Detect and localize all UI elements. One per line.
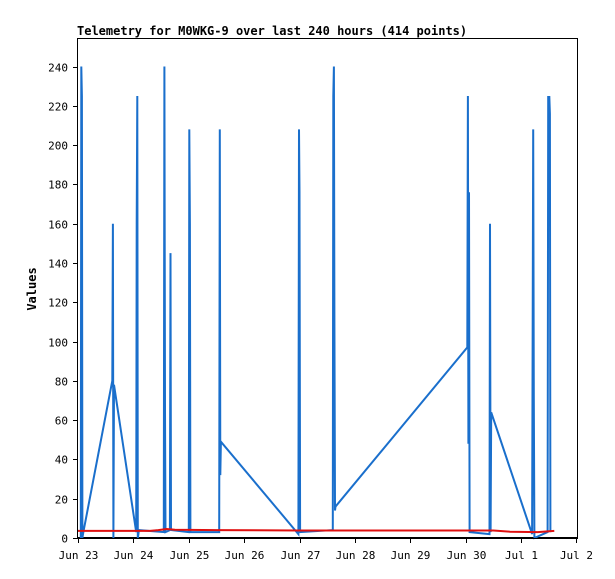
- y-tick-label: 200: [48, 140, 68, 153]
- y-tick-label: 220: [48, 101, 68, 114]
- plot-area: [78, 66, 577, 540]
- y-tick-label: 140: [48, 258, 68, 271]
- x-tick-label: Jun 30: [447, 549, 487, 562]
- x-tick-label: Jun 23: [59, 549, 99, 562]
- x-tick-label: Jun 25: [170, 549, 210, 562]
- x-tick-label: Jun 26: [225, 549, 265, 562]
- y-tick-label: 80: [55, 376, 68, 389]
- x-tick-label: Jun 27: [281, 549, 321, 562]
- y-tick-label: 160: [48, 219, 68, 232]
- y-tick-label: 240: [48, 62, 68, 75]
- series-1-line: [79, 66, 552, 540]
- x-tick-label: Jul 1: [505, 549, 538, 562]
- x-tick-label: Jul 2: [560, 549, 593, 562]
- y-tick-label: 40: [55, 454, 68, 467]
- x-tick-label: Jun 29: [391, 549, 431, 562]
- y-tick-label: 60: [55, 415, 68, 428]
- y-tick-label: 0: [61, 533, 68, 546]
- y-axis-label: Values: [25, 267, 39, 310]
- axes: 0 20 40 60 80 100 120 140 160 180 200 220 240 Jun 23 J…: [48, 62, 593, 563]
- y-tick-label: 180: [48, 179, 68, 192]
- x-tick-label: Jun 24: [114, 549, 154, 562]
- plot-frame: [77, 38, 578, 539]
- y-tick-label: 20: [55, 494, 68, 507]
- series-2-line: [78, 527, 555, 534]
- chart-title: Telemetry for M0WKG-9 over last 240 hour…: [77, 24, 467, 38]
- y-tick-label: 100: [48, 337, 68, 350]
- x-tick-label: Jun 28: [336, 549, 376, 562]
- y-tick-label: 120: [48, 297, 68, 310]
